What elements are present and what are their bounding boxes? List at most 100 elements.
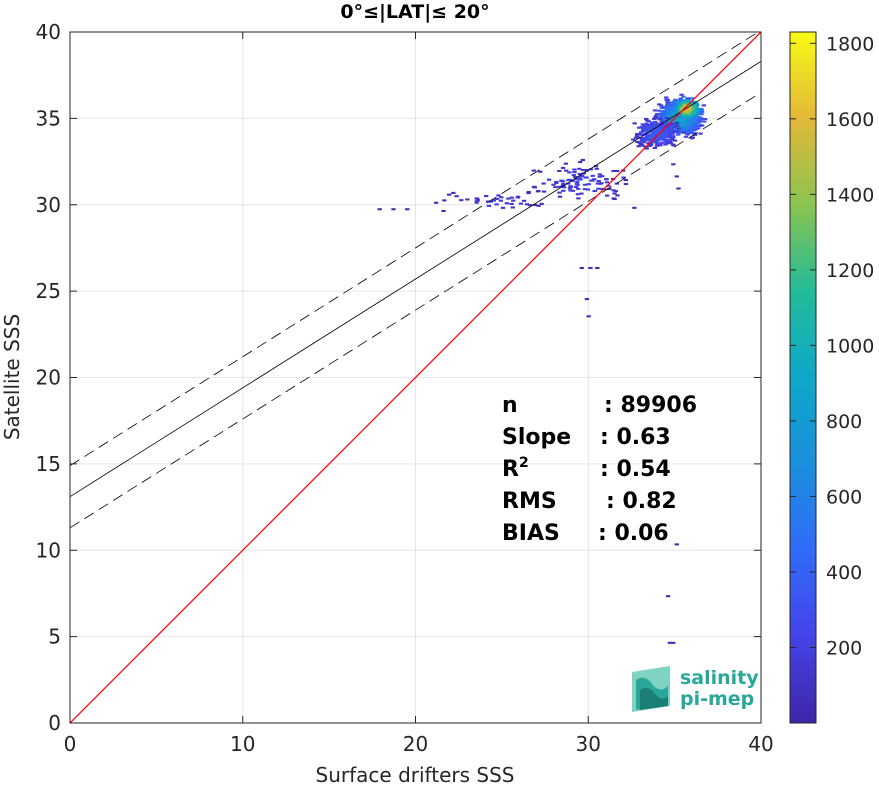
logo-text-pi-mep: pi-mep	[680, 688, 754, 710]
heatmap-cell	[655, 138, 661, 141]
heatmap-cell	[391, 208, 396, 211]
heatmap-cell	[575, 193, 581, 196]
heatmap-cell	[693, 114, 698, 118]
heatmap-cell	[660, 124, 666, 127]
heatmap-cell	[701, 104, 707, 107]
heatmap-cell	[675, 107, 680, 110]
heatmap-cell	[577, 167, 582, 170]
heatmap-cell	[644, 119, 650, 122]
x-tick-label: 40	[748, 732, 773, 756]
heatmap-cell	[635, 140, 640, 143]
heatmap-cell	[687, 101, 692, 104]
heatmap-cell	[647, 144, 652, 147]
heatmap-cell	[521, 199, 527, 202]
heatmap-cell	[675, 110, 680, 113]
stat-label: n	[502, 393, 518, 418]
heatmap-cell	[590, 174, 595, 177]
heatmap-cell	[588, 266, 593, 270]
heatmap-cell	[672, 100, 677, 103]
heatmap-cell	[638, 142, 643, 145]
heatmap-cell	[661, 112, 667, 115]
heatmap-cell	[652, 132, 657, 135]
heatmap-cell	[671, 105, 677, 109]
heatmap-cell	[498, 199, 504, 202]
heatmap-cell	[662, 122, 667, 125]
heatmap-cell	[580, 158, 585, 161]
heatmap-cell	[671, 641, 676, 644]
heatmap-cell	[642, 126, 648, 129]
heatmap-cell	[699, 117, 704, 120]
heatmap-cell	[572, 168, 577, 171]
heatmap-cell	[670, 130, 676, 133]
heatmap-cell	[671, 163, 676, 166]
stat-label: BIAS	[502, 521, 560, 546]
heatmap-cell	[592, 178, 597, 181]
lower-bound-line	[70, 92, 761, 529]
heatmap-cell	[682, 108, 688, 111]
heatmap-cell	[654, 127, 659, 130]
stat-value: : 0.54	[600, 457, 671, 482]
stat-value: : 0.82	[606, 489, 677, 514]
heatmap-cell	[639, 139, 645, 142]
heatmap-cell	[667, 114, 672, 117]
heatmap-cell	[566, 179, 571, 182]
heatmap-cell	[662, 119, 667, 122]
heatmap-cell	[575, 180, 580, 183]
heatmap-cell	[691, 126, 696, 129]
heatmap-cell	[665, 101, 670, 104]
heatmap-cell	[657, 109, 662, 112]
heatmap-cell	[673, 130, 678, 133]
colorbar-tick-label: 600	[826, 486, 862, 508]
heatmap-cell	[676, 187, 681, 190]
heatmap-cell	[576, 187, 581, 190]
heatmap-cell	[474, 201, 479, 204]
fit-lines	[70, 32, 761, 723]
colorbar-tick-label: 1000	[826, 335, 874, 357]
colorbar-tick-label: 200	[826, 637, 862, 659]
heatmap-cell	[499, 196, 504, 199]
heatmap-cell	[668, 127, 674, 130]
heatmap-cell	[557, 185, 562, 188]
heatmap-cell	[504, 202, 510, 205]
heatmap-cell	[646, 139, 651, 142]
heatmap-cell	[677, 114, 682, 117]
heatmap-cell	[586, 183, 592, 186]
heatmap-cell	[674, 121, 679, 124]
heatmap-cell	[685, 123, 691, 126]
heatmap-cell	[665, 138, 671, 141]
heatmap-cell	[662, 129, 667, 133]
heatmap-cell	[672, 125, 677, 128]
y-tick-label: 40	[36, 20, 61, 44]
heatmap-cell	[524, 203, 530, 206]
heatmap-cell	[678, 97, 683, 100]
heatmap-cell	[607, 187, 612, 191]
heatmap-cell	[702, 120, 707, 123]
heatmap-cell	[675, 133, 681, 136]
y-tick-label: 20	[36, 366, 61, 390]
heatmap-cell	[639, 133, 645, 136]
colorbar-tick-label: 1400	[826, 184, 874, 206]
heatmap-cell	[574, 177, 579, 180]
heatmap-cell	[613, 190, 618, 193]
heatmap-cell	[405, 208, 410, 211]
heatmap-cell	[667, 132, 672, 135]
heatmap-cell	[682, 128, 687, 131]
heatmap-cell	[662, 117, 667, 120]
heatmap-cell	[649, 143, 654, 146]
heatmap-cell	[579, 192, 584, 195]
heatmap-cell	[640, 130, 646, 133]
heatmap-cell	[647, 126, 653, 129]
heatmap-cell	[573, 175, 578, 178]
heatmap-cell	[606, 184, 611, 187]
heatmap-cell	[554, 180, 559, 183]
heatmap-cell	[676, 117, 681, 120]
heatmap-cell	[538, 170, 543, 173]
heatmap-cell	[671, 113, 676, 116]
heatmap-cell	[557, 169, 562, 172]
heatmap-cell	[692, 100, 697, 103]
heatmap-cell	[665, 595, 671, 598]
heatmap-cell	[670, 123, 676, 126]
heatmap-cell	[577, 172, 582, 176]
heatmap-cell	[679, 116, 684, 119]
heatmap-cell	[658, 138, 663, 141]
